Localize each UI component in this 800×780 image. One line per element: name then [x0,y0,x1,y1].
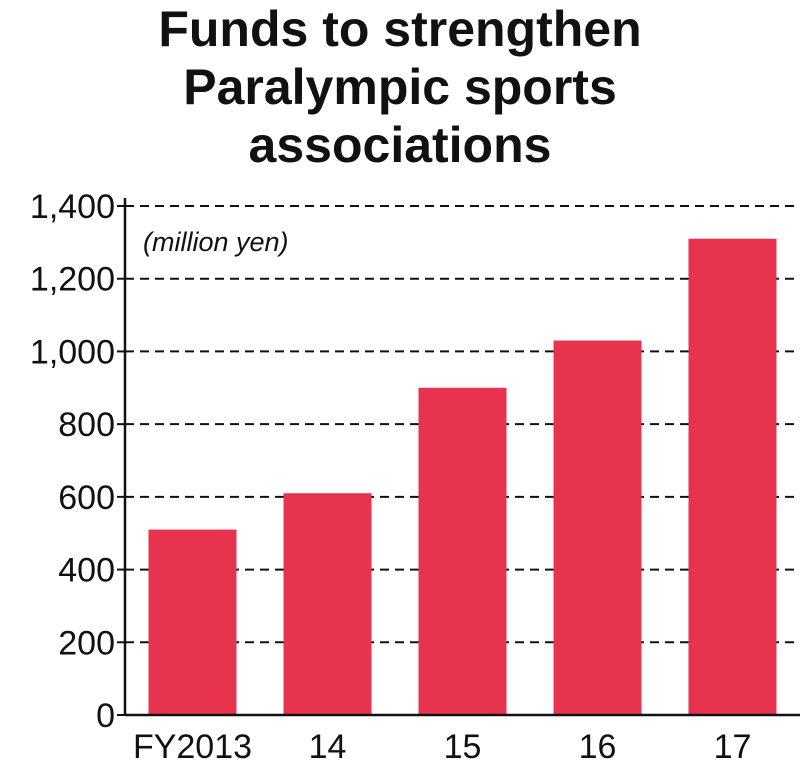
bar [553,340,642,715]
bar [283,493,372,715]
y-tick-label: 0 [96,697,115,735]
bar [418,387,507,715]
unit-label: (million yen) [143,227,289,257]
x-category-label: 15 [444,728,482,766]
bar [148,529,237,715]
y-tick-label: 1,000 [30,333,115,371]
y-tick-label: 200 [58,624,115,662]
axes [117,198,800,717]
x-category-label: 17 [714,728,752,766]
y-tick-label: 400 [58,552,115,590]
y-tick-label: 800 [58,406,115,444]
chart-title: Funds to strengthen Paralympic sports as… [0,0,800,190]
y-tick-label: 1,400 [30,188,115,226]
y-tick-label: 1,200 [30,261,115,299]
x-category-label: FY2013 [133,728,252,766]
labels: 0 200 400 600 800 1,000 1,200 1,400 FY2013 14 15 16… [30,188,752,766]
bars [148,238,777,715]
x-category-label: 16 [579,728,617,766]
chart-title-line-2: Paralympic sports [183,59,617,115]
y-tick-label: 600 [58,479,115,517]
bar [688,238,777,715]
chart-title-line-1: Funds to strengthen [158,1,642,57]
chart-title-line-3: associations [248,117,552,173]
x-category-label: 14 [309,728,347,766]
